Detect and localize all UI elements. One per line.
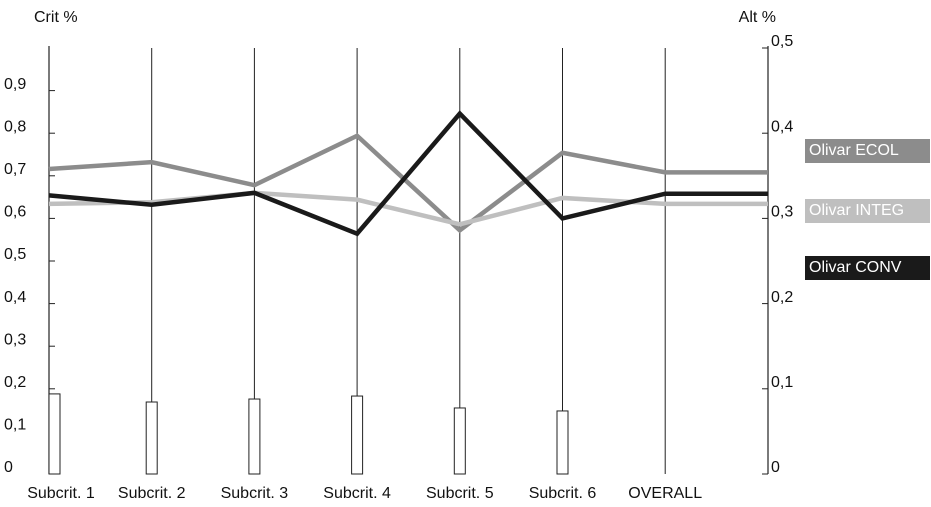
x-tick-label: Subcrit. 1	[27, 485, 95, 502]
y-tick-label: 0,5	[4, 246, 26, 263]
criterion-bar	[145, 401, 158, 475]
y2-tick-label: 0	[771, 459, 780, 476]
series-line	[48, 110, 768, 237]
legend-label: Olivar INTEG	[809, 202, 904, 219]
legend-box	[805, 139, 930, 163]
y2-tick-label: 0,1	[771, 374, 793, 391]
x-tick-label: Subcrit. 3	[221, 485, 289, 502]
y2-tick-label: 0,3	[771, 204, 793, 221]
y-tick-label: 0,9	[4, 76, 26, 93]
legend-box	[805, 199, 930, 223]
x-tick-label: Subcrit. 2	[118, 485, 186, 502]
x-tick-label: Subcrit. 6	[529, 485, 597, 502]
criterion-bar	[48, 393, 61, 475]
criterion-bar	[453, 407, 466, 475]
y-tick-label: 0,3	[4, 331, 26, 348]
y-tick-label: 0,1	[4, 417, 26, 434]
y-tick-label: 0,4	[4, 289, 26, 306]
criterion-bar	[248, 398, 261, 475]
y2-tick-label: 0,2	[771, 289, 793, 306]
series-line	[48, 133, 768, 234]
legend-box	[805, 256, 930, 280]
criterion-bar	[351, 395, 364, 475]
y2-tick-label: 0,4	[771, 118, 793, 135]
x-tick-label: Subcrit. 5	[426, 485, 494, 502]
criterion-bar	[556, 410, 569, 475]
y-axis-title: Crit %	[34, 9, 78, 26]
x-tick-label: OVERALL	[628, 485, 702, 502]
x-tick-label: Subcrit. 4	[323, 485, 391, 502]
legend-label: Olivar CONV	[809, 259, 902, 276]
y-tick-label: 0,6	[4, 204, 26, 221]
y-tick-label: 0,2	[4, 374, 26, 391]
series-line	[48, 190, 768, 227]
y-tick-label: 0,8	[4, 118, 26, 135]
y-tick-label: 0,7	[4, 161, 26, 178]
legend-label: Olivar ECOL	[809, 142, 899, 159]
y2-tick-label: 0,5	[771, 33, 793, 50]
y2-axis-title: Alt %	[739, 9, 776, 26]
y-tick-label: 0	[4, 459, 13, 476]
